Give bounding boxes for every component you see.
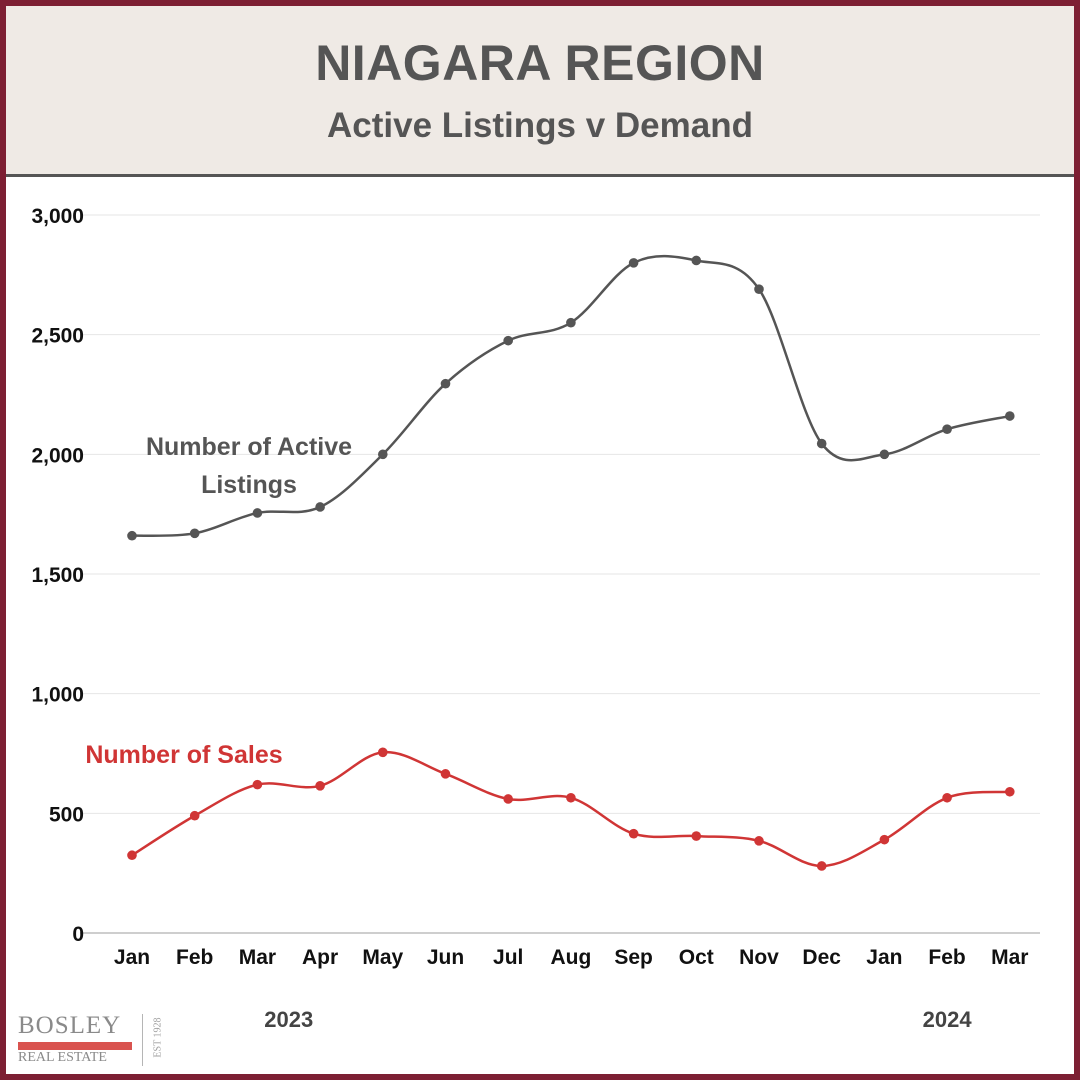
x-tick-label: Aug xyxy=(550,946,591,969)
data-point xyxy=(252,779,263,790)
year-label: 2024 xyxy=(923,1007,973,1032)
year-label: 2023 xyxy=(264,1007,313,1032)
x-tick-label: Oct xyxy=(679,946,714,969)
x-tick-label: Feb xyxy=(176,946,213,969)
data-point xyxy=(754,284,764,294)
line-chart: 0 500 1,000 1,500 2,000 2,500 3,000 Jan Feb Mar Ap… xyxy=(31,205,1040,1032)
x-tick-label: Jan xyxy=(114,946,150,969)
data-point xyxy=(879,834,890,845)
data-point xyxy=(1005,411,1015,421)
data-point xyxy=(566,792,576,803)
data-point xyxy=(440,378,451,389)
infographic-frame: NIAGARA REGION Active Listings v Demand … xyxy=(6,6,1074,1074)
x-tick-label: Jun xyxy=(427,946,464,969)
data-point xyxy=(942,424,952,435)
x-tick-label: Nov xyxy=(739,946,779,969)
series-line xyxy=(131,751,1010,868)
data-point xyxy=(315,781,325,791)
series-line xyxy=(131,254,1011,538)
data-point xyxy=(503,335,513,346)
data-point xyxy=(127,850,137,861)
x-tick-label: Jan xyxy=(866,946,902,969)
data-point xyxy=(816,438,827,449)
logo-divider xyxy=(142,1014,143,1066)
x-tick-label: May xyxy=(362,946,403,969)
data-point xyxy=(127,530,137,541)
logo-red-bar xyxy=(18,1042,132,1050)
x-tick-label: Apr xyxy=(302,946,338,969)
x-tick-label: Mar xyxy=(991,946,1028,969)
data-point xyxy=(754,836,764,846)
y-tick-label: 3,000 xyxy=(31,205,84,228)
data-point xyxy=(566,317,576,328)
data-point xyxy=(628,258,639,268)
data-point xyxy=(879,449,890,460)
y-tick-label: 2,000 xyxy=(31,444,84,467)
series-label: Number of Active Listings xyxy=(146,433,352,499)
y-tick-label: 500 xyxy=(49,803,84,826)
y-tick-label: 1,500 xyxy=(31,564,84,587)
bosley-logo: BOSLEY REAL ESTATE EST 1928 xyxy=(18,1010,168,1068)
chart-subtitle: Active Listings v Demand xyxy=(327,106,753,145)
chart-title: NIAGARA REGION xyxy=(315,35,765,91)
header-banner: NIAGARA REGION Active Listings v Demand xyxy=(6,6,1074,177)
data-point xyxy=(315,502,325,512)
data-point xyxy=(378,449,388,460)
x-tick-label: Feb xyxy=(928,946,965,969)
data-point xyxy=(189,528,200,539)
data-point xyxy=(691,255,702,266)
y-tick-label: 0 xyxy=(72,923,84,946)
data-point xyxy=(378,747,388,758)
logo-established: EST 1928 xyxy=(152,1017,164,1058)
series-label-line: Listings xyxy=(201,471,297,499)
x-tick-label: Dec xyxy=(802,946,841,969)
data-point xyxy=(503,794,513,804)
x-tick-label: Jul xyxy=(493,946,523,969)
data-point xyxy=(1005,786,1015,797)
data-point xyxy=(691,831,702,841)
logo-wordmark: BOSLEY xyxy=(18,1012,122,1039)
x-tick-label: Sep xyxy=(614,946,653,969)
series-label: Number of Sales xyxy=(85,741,282,769)
data-point xyxy=(942,792,952,803)
y-tick-label: 2,500 xyxy=(31,325,84,348)
logo-subtext: REAL ESTATE xyxy=(18,1050,107,1065)
data-point xyxy=(816,861,827,871)
data-point xyxy=(252,508,263,518)
y-tick-label: 1,000 xyxy=(31,684,84,707)
data-point xyxy=(440,769,451,779)
x-tick-label: Mar xyxy=(239,946,276,969)
data-point xyxy=(628,828,639,839)
series-label-line: Number of Sales xyxy=(85,741,282,769)
series-label-line: Number of Active xyxy=(146,433,352,461)
data-point xyxy=(189,810,200,821)
